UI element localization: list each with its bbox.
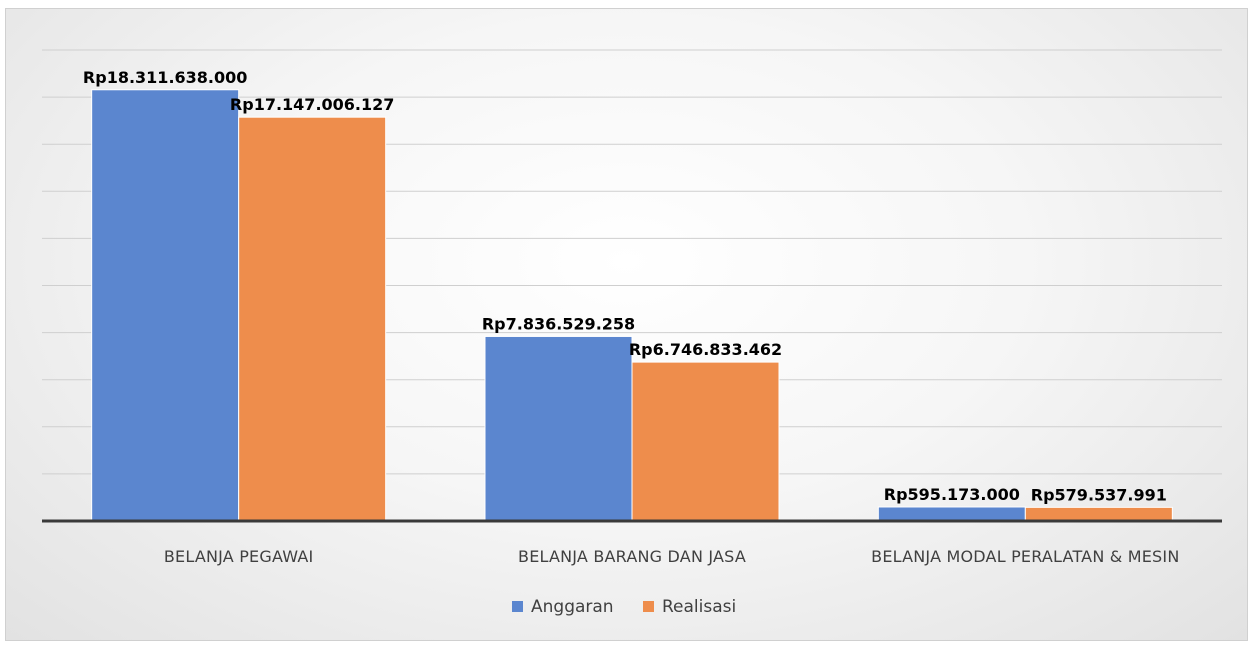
legend-label: Realisasi [662, 597, 736, 617]
legend-swatch-realisasi [643, 601, 654, 612]
category-labels: BELANJA PEGAWAI BELANJA BARANG DAN JASA BE… [164, 547, 1179, 566]
category-label: BELANJA MODAL PERALATAN & MESIN [871, 547, 1179, 566]
data-label: Rp6.746.833.462 [629, 340, 782, 359]
data-labels: Rp18.311.638.000 Rp17.147.006.127 Rp7.836.… [83, 68, 1167, 505]
bar-realisasi-0 [238, 116, 387, 522]
bar-anggaran-2 [877, 506, 1026, 522]
legend-label: Anggaran [531, 597, 614, 617]
data-label: Rp17.147.006.127 [230, 95, 394, 114]
legend: Anggaran Realisasi [512, 597, 736, 617]
category-label: BELANJA BARANG DAN JASA [518, 547, 746, 566]
bar-anggaran-1 [484, 335, 633, 522]
bars [91, 89, 1173, 522]
category-label: BELANJA PEGAWAI [164, 547, 314, 566]
data-label: Rp595.173.000 [884, 485, 1020, 504]
bar-realisasi-2 [1024, 506, 1173, 522]
data-label: Rp18.311.638.000 [83, 68, 247, 87]
legend-swatch-anggaran [512, 601, 523, 612]
data-label: Rp7.836.529.258 [482, 314, 635, 333]
data-label: Rp579.537.991 [1031, 485, 1167, 504]
bar-anggaran-0 [91, 89, 240, 522]
bar-realisasi-1 [631, 361, 780, 522]
